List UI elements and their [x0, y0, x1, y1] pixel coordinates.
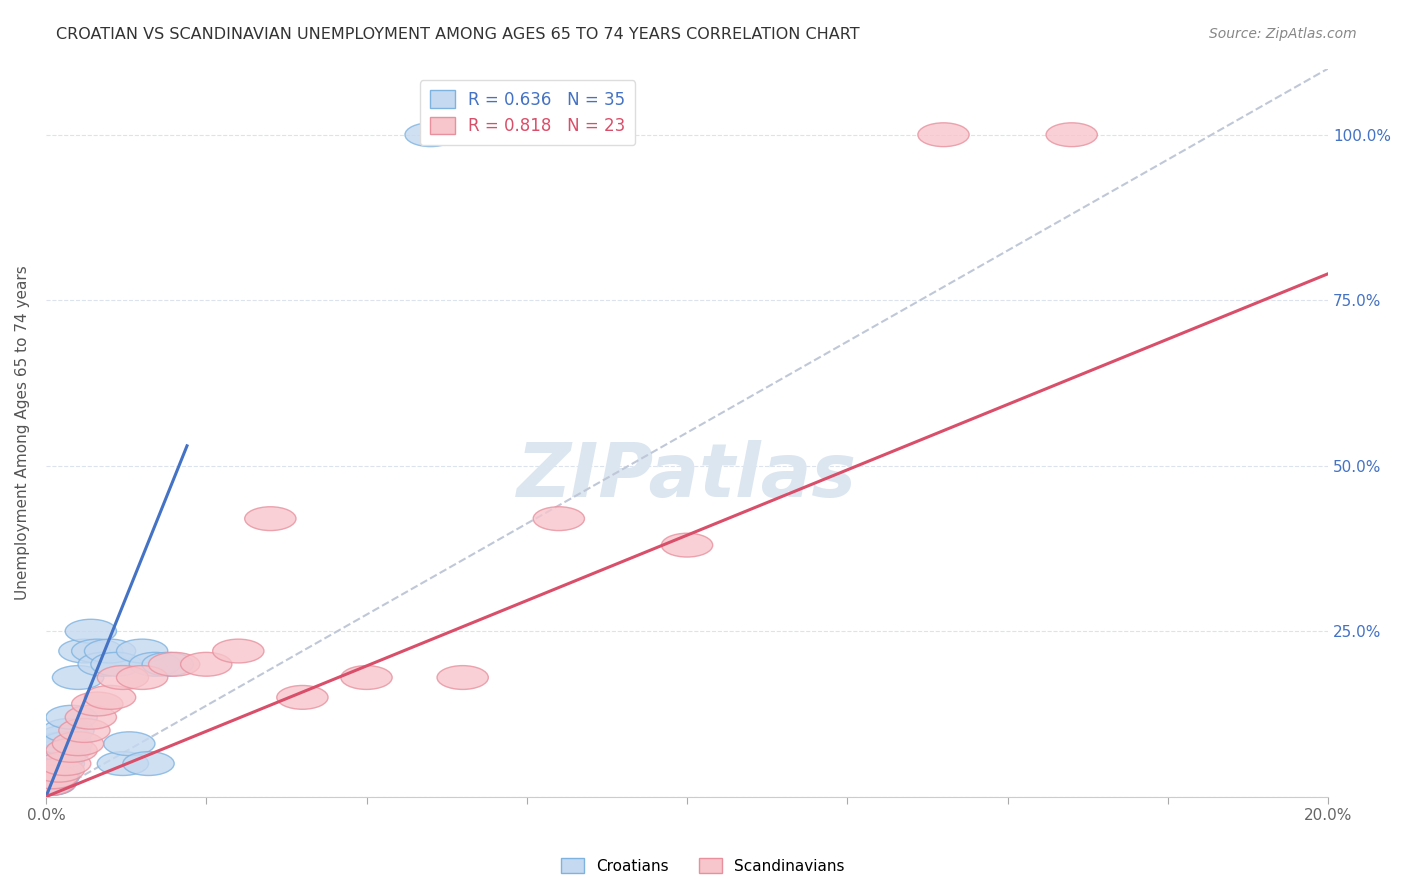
Ellipse shape [91, 652, 142, 676]
Ellipse shape [39, 725, 91, 749]
Ellipse shape [97, 752, 149, 775]
Ellipse shape [27, 765, 77, 789]
Y-axis label: Unemployment Among Ages 65 to 74 years: Unemployment Among Ages 65 to 74 years [15, 265, 30, 600]
Ellipse shape [212, 640, 264, 663]
Ellipse shape [84, 640, 136, 663]
Ellipse shape [65, 619, 117, 643]
Ellipse shape [27, 765, 77, 789]
Text: Source: ZipAtlas.com: Source: ZipAtlas.com [1209, 27, 1357, 41]
Ellipse shape [533, 507, 585, 531]
Ellipse shape [39, 739, 91, 763]
Ellipse shape [59, 719, 110, 742]
Ellipse shape [46, 706, 97, 729]
Ellipse shape [340, 665, 392, 690]
Ellipse shape [117, 665, 167, 690]
Ellipse shape [28, 765, 79, 789]
Ellipse shape [34, 745, 86, 769]
Legend: Croatians, Scandinavians: Croatians, Scandinavians [555, 852, 851, 880]
Ellipse shape [661, 533, 713, 557]
Ellipse shape [31, 745, 83, 769]
Ellipse shape [1046, 123, 1097, 146]
Ellipse shape [41, 731, 93, 756]
Ellipse shape [39, 752, 91, 775]
Ellipse shape [72, 640, 122, 663]
Ellipse shape [34, 758, 84, 782]
Ellipse shape [277, 685, 328, 709]
Ellipse shape [24, 772, 75, 796]
Ellipse shape [77, 652, 129, 676]
Ellipse shape [104, 731, 155, 756]
Ellipse shape [97, 665, 149, 690]
Ellipse shape [117, 640, 167, 663]
Ellipse shape [52, 731, 104, 756]
Ellipse shape [52, 665, 104, 690]
Ellipse shape [34, 739, 84, 763]
Ellipse shape [65, 706, 117, 729]
Ellipse shape [180, 652, 232, 676]
Ellipse shape [122, 752, 174, 775]
Legend: R = 0.636   N = 35, R = 0.818   N = 23: R = 0.636 N = 35, R = 0.818 N = 23 [420, 80, 636, 145]
Ellipse shape [27, 758, 77, 782]
Ellipse shape [42, 719, 94, 742]
Ellipse shape [245, 507, 297, 531]
Ellipse shape [84, 685, 136, 709]
Ellipse shape [34, 752, 84, 775]
Ellipse shape [25, 772, 76, 796]
Ellipse shape [142, 652, 194, 676]
Ellipse shape [31, 752, 82, 775]
Ellipse shape [28, 758, 80, 782]
Text: CROATIAN VS SCANDINAVIAN UNEMPLOYMENT AMONG AGES 65 TO 74 YEARS CORRELATION CHAR: CROATIAN VS SCANDINAVIAN UNEMPLOYMENT AM… [56, 27, 860, 42]
Ellipse shape [59, 640, 110, 663]
Ellipse shape [30, 752, 80, 775]
Ellipse shape [405, 123, 457, 146]
Ellipse shape [437, 665, 488, 690]
Ellipse shape [34, 745, 84, 769]
Ellipse shape [37, 731, 87, 756]
Ellipse shape [918, 123, 969, 146]
Ellipse shape [30, 758, 82, 782]
Text: ZIPatlas: ZIPatlas [517, 440, 858, 513]
Ellipse shape [129, 652, 180, 676]
Ellipse shape [72, 692, 122, 716]
Ellipse shape [24, 772, 75, 796]
Ellipse shape [46, 739, 97, 763]
Ellipse shape [149, 652, 200, 676]
Ellipse shape [22, 772, 73, 796]
